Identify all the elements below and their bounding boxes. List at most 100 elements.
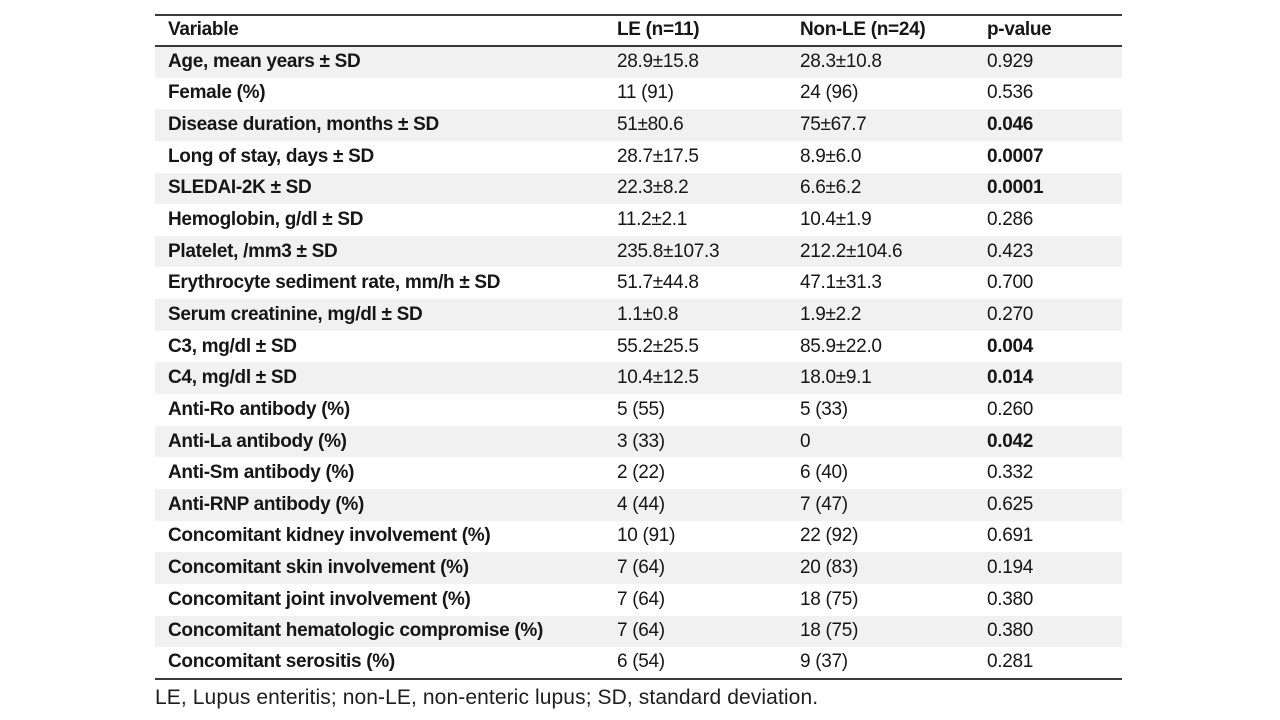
pvalue-cell: 0.046: [987, 114, 1034, 136]
variable-cell: Age, mean years ± SD: [168, 51, 361, 73]
pvalue-cell: 0.004: [987, 335, 1034, 357]
pvalue-cell: 0.700: [987, 272, 1034, 294]
nonle-cell: 5 (33): [800, 398, 848, 420]
nonle-cell: 212.2±104.6: [800, 240, 903, 262]
le-cell: 28.7±17.5: [617, 145, 699, 167]
table-row: Disease duration, months ± SD 51±80.6 75±6…: [155, 109, 1122, 141]
table-body: Age, mean years ± SD 28.9±15.8 28.3±10.8 0.…: [155, 46, 1122, 679]
table-row: Anti-La antibody (%) 3 (33) 0 0.042: [155, 425, 1122, 458]
variable-cell: SLEDAI-2K ± SD: [168, 177, 312, 199]
variable-cell: Anti-RNP antibody (%): [168, 493, 365, 515]
pvalue-cell: 0.260: [987, 398, 1034, 420]
table-row: C4, mg/dl ± SD 10.4±12.5 18.0±9.1 0.014: [155, 362, 1122, 395]
pvalue-cell: 0.380: [987, 588, 1034, 610]
variable-cell: Anti-Sm antibody (%): [168, 462, 355, 484]
nonle-cell: 20 (83): [800, 557, 859, 579]
pvalue-cell: 0.0001: [987, 177, 1044, 199]
nonle-cell: 47.1±31.3: [800, 272, 882, 294]
nonle-cell: 18 (75): [800, 588, 859, 610]
nonle-cell: 6.6±6.2: [800, 177, 862, 199]
column-header-pvalue: p-value: [975, 15, 1122, 47]
le-cell: 51±80.6: [617, 114, 684, 136]
le-cell: 2 (22): [617, 462, 665, 484]
pvalue-cell: 0.536: [987, 82, 1034, 104]
table-row: C3, mg/dl ± SD 55.2±25.5 85.9±22.0 0.004: [155, 331, 1122, 363]
nonle-cell: 28.3±10.8: [800, 51, 882, 73]
pvalue-cell: 0.691: [987, 525, 1034, 547]
le-cell: 11.2±2.1: [617, 209, 688, 231]
nonle-cell: 8.9±6.0: [800, 145, 862, 167]
nonle-cell: 24 (96): [800, 82, 859, 104]
le-cell: 1.1±0.8: [617, 303, 679, 325]
pvalue-cell: 0.194: [987, 557, 1034, 579]
le-cell: 10.4±12.5: [617, 367, 699, 389]
nonle-cell: 0: [800, 430, 811, 452]
le-cell: 11 (91): [617, 82, 674, 104]
variable-cell: C4, mg/dl ± SD: [168, 367, 297, 389]
variable-cell: Concomitant joint involvement (%): [168, 588, 471, 610]
table-header: Variable LE (n=11) Non-LE (n=24) p-value: [155, 15, 1122, 47]
le-cell: 5 (55): [617, 398, 665, 420]
variable-cell: Serum creatinine, mg/dl ± SD: [168, 303, 423, 325]
nonle-cell: 7 (47): [800, 493, 848, 515]
nonle-cell: 18.0±9.1: [800, 367, 872, 389]
table-row: Female (%) 11 (91) 24 (96) 0.536: [155, 78, 1122, 110]
variable-cell: Anti-Ro antibody (%): [168, 398, 350, 420]
table-row: Concomitant kidney involvement (%) 10 (91…: [155, 521, 1122, 553]
nonle-cell: 18 (75): [800, 620, 859, 642]
nonle-cell: 10.4±1.9: [800, 209, 872, 231]
le-cell: 28.9±15.8: [617, 51, 699, 73]
variable-cell: Concomitant kidney involvement (%): [168, 525, 491, 547]
le-cell: 7 (64): [617, 620, 665, 642]
pvalue-cell: 0.286: [987, 209, 1034, 231]
table-row: SLEDAI-2K ± SD 22.3±8.2 6.6±6.2 0.0001: [155, 172, 1122, 205]
variable-cell: C3, mg/dl ± SD: [168, 335, 297, 357]
nonle-cell: 22 (92): [800, 525, 859, 547]
variable-cell: Female (%): [168, 82, 266, 104]
pvalue-cell: 0.270: [987, 303, 1034, 325]
le-cell: 3 (33): [617, 430, 665, 452]
nonle-cell: 1.9±2.2: [800, 303, 862, 325]
table-row: Anti-Ro antibody (%) 5 (55) 5 (33) 0.260: [155, 394, 1122, 426]
nonle-cell: 85.9±22.0: [800, 335, 882, 357]
clinical-comparison-table: Variable LE (n=11) Non-LE (n=24) p-value…: [155, 14, 1122, 680]
variable-cell: Concomitant skin involvement (%): [168, 557, 469, 579]
variable-cell: Platelet, /mm3 ± SD: [168, 240, 338, 262]
column-header-variable: Variable: [155, 15, 605, 47]
le-cell: 4 (44): [617, 493, 665, 515]
column-header-le: LE (n=11): [605, 15, 790, 47]
table-row: Age, mean years ± SD 28.9±15.8 28.3±10.8 0.…: [155, 46, 1122, 78]
pvalue-cell: 0.014: [987, 367, 1034, 389]
table-row: Long of stay, days ± SD 28.7±17.5 8.9±6.0 0…: [155, 141, 1122, 173]
table-row: Anti-RNP antibody (%) 4 (44) 7 (47) 0.625: [155, 488, 1122, 521]
table-row: Concomitant skin involvement (%) 7 (64) 20…: [155, 552, 1122, 584]
table-row: Erythrocyte sediment rate, mm/h ± SD 51.7…: [155, 267, 1122, 299]
pvalue-cell: 0.423: [987, 240, 1034, 262]
column-header-nonle: Non-LE (n=24): [790, 15, 975, 47]
pvalue-cell: 0.332: [987, 462, 1034, 484]
table-row: Serum creatinine, mg/dl ± SD 1.1±0.8 1.9±2…: [155, 299, 1122, 331]
table-row: Concomitant serositis (%) 6 (54) 9 (37) 0.2…: [155, 647, 1122, 679]
pvalue-cell: 0.625: [987, 493, 1034, 515]
pvalue-cell: 0.042: [987, 430, 1034, 452]
nonle-cell: 9 (37): [800, 651, 848, 673]
table-row: Platelet, /mm3 ± SD 235.8±107.3 212.2±104.…: [155, 235, 1122, 268]
table-row: Concomitant hematologic compromise (%) 7 …: [155, 615, 1122, 648]
le-cell: 55.2±25.5: [617, 335, 699, 357]
variable-cell: Hemoglobin, g/dl ± SD: [168, 209, 364, 231]
pvalue-cell: 0.380: [987, 620, 1034, 642]
pvalue-cell: 0.281: [987, 651, 1034, 673]
pvalue-cell: 0.0007: [987, 145, 1044, 167]
variable-cell: Concomitant hematologic compromise (%): [168, 620, 543, 642]
table-row: Hemoglobin, g/dl ± SD 11.2±2.1 10.4±1.9 0.2…: [155, 204, 1122, 236]
le-cell: 235.8±107.3: [617, 240, 720, 262]
variable-cell: Concomitant serositis (%): [168, 651, 395, 673]
pvalue-cell: 0.929: [987, 51, 1034, 73]
table-footnote: LE, Lupus enteritis; non-LE, non-enteric…: [155, 686, 819, 709]
le-cell: 22.3±8.2: [617, 177, 689, 199]
header-row: Variable LE (n=11) Non-LE (n=24) p-value: [155, 15, 1122, 47]
variable-cell: Erythrocyte sediment rate, mm/h ± SD: [168, 272, 501, 294]
variable-cell: Disease duration, months ± SD: [168, 114, 439, 136]
le-cell: 6 (54): [617, 651, 665, 673]
